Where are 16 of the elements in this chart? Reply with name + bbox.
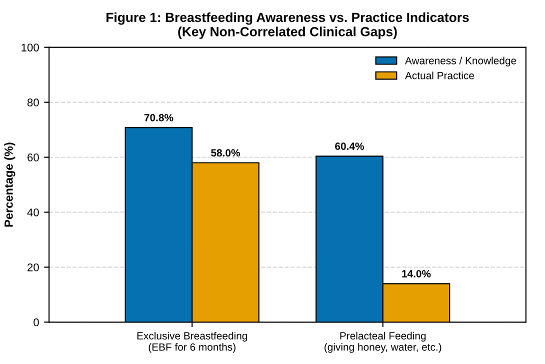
legend-label: Awareness / Knowledge (405, 56, 516, 66)
data-label: 58.0% (211, 149, 240, 157)
y-tick-label: 20 (28, 263, 39, 272)
legend-label: Actual Practice (405, 72, 474, 80)
y-tick-label: 100 (22, 44, 39, 52)
chart-title: Figure 1: Breastfeeding Awareness vs. Practice Indicators (Key Non-Correlated Clinical Gaps) (106, 12, 469, 39)
x-tick-label: Exclusive Breastfeeding (EBF for 6 months) (137, 332, 248, 353)
y-tick-label: 80 (27, 98, 39, 106)
y-tick-label: 40 (27, 208, 39, 216)
y-tick-label: 60 (28, 154, 39, 162)
data-label: 70.8% (144, 114, 174, 122)
y-tick-label: 0 (34, 318, 39, 326)
y-axis-title: Percentage (%) (4, 142, 16, 227)
data-label: 14.0% (402, 270, 431, 278)
x-tick-label: Prelacteal Feeding (giving honey, water, etc.) (324, 332, 442, 353)
data-label: 60.4% (335, 142, 364, 150)
